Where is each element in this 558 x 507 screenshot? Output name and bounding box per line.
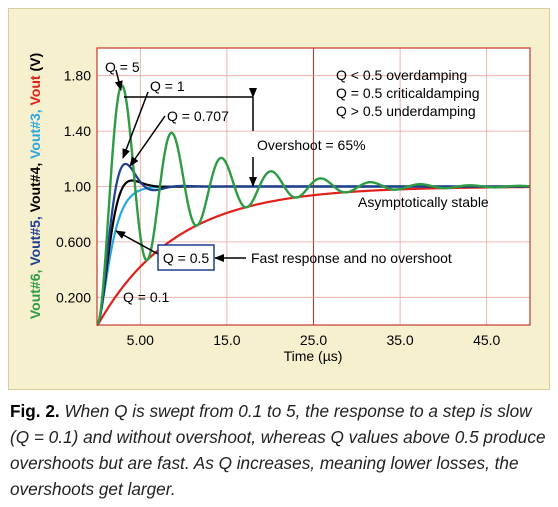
q05-box <box>157 244 215 271</box>
y-axis-label-part: Vout#6, <box>27 266 43 319</box>
chart: 5.00 15.0 25.0 35.0 45.0 0.200 0.600 1.00 1.40 1.… <box>27 47 531 364</box>
caption-label: Fig. 2. <box>10 401 60 421</box>
y-tick-label: 1.80 <box>64 68 91 84</box>
y-axis-label-part: Vout <box>27 75 43 105</box>
x-tick-label: 45.0 <box>473 332 500 348</box>
y-axis-label-part: Vout#5, <box>27 212 43 265</box>
y-axis-label: Vout#6, Vout#5, Vout#4, Vout#3, Vout (V) <box>27 53 43 319</box>
y-axis-label-part: Vout#3, <box>27 105 43 158</box>
arrow-q5 <box>114 69 123 91</box>
x-tick-label: 15.0 <box>213 332 240 348</box>
label-q01: Q = 0.1 <box>123 289 170 305</box>
series-line-vout-6 <box>96 84 531 327</box>
legend-line-1: Q < 0.5 overdamping <box>336 67 467 83</box>
label-q5: Q = 5 <box>105 59 140 75</box>
label-q05: Q = 0.5 <box>163 250 210 266</box>
y-axis-label-part: Vout#4, <box>27 159 43 212</box>
figure-caption: Fig. 2. When Q is swept from 0.1 to 5, t… <box>10 398 550 502</box>
y-tick-label: 1.40 <box>64 123 91 139</box>
x-tick-label: 35.0 <box>386 332 413 348</box>
plot-frame <box>96 47 531 326</box>
label-q1: Q = 1 <box>150 78 185 94</box>
y-tick-label: 1.00 <box>64 179 91 195</box>
legend-line-2: Q = 0.5 criticaldamping <box>336 85 480 101</box>
caption-text: When Q is swept from 0.1 to 5, the respo… <box>10 401 546 499</box>
arrow-q1 <box>122 91 149 159</box>
x-tick-label: 5.00 <box>127 332 154 348</box>
label-fast-response: Fast response and no overshoot <box>251 250 452 266</box>
tick-labels: 5.00 15.0 25.0 35.0 45.0 0.200 0.600 1.00 1.40 1.… <box>56 68 501 348</box>
annotation-arrows <box>114 69 257 262</box>
x-tick-label: 25.0 <box>300 332 327 348</box>
series-lines <box>96 84 531 327</box>
arrow-q05 <box>115 230 159 255</box>
series-line-vout <box>96 185 531 327</box>
legend-line-3: Q > 0.5 underdamping <box>336 103 476 119</box>
arrow-q0707 <box>129 115 166 167</box>
x-axis-label: Time (µs) <box>284 348 343 364</box>
label-q0707: Q = 0.707 <box>167 108 229 124</box>
y-tick-label: 0.200 <box>56 289 91 305</box>
label-overshoot: Overshoot = 65% <box>257 137 366 153</box>
y-axis-label-part: (V) <box>27 53 43 76</box>
y-tick-label: 0.600 <box>56 234 91 250</box>
label-asymptotically-stable: Asymptotically stable <box>358 194 489 210</box>
